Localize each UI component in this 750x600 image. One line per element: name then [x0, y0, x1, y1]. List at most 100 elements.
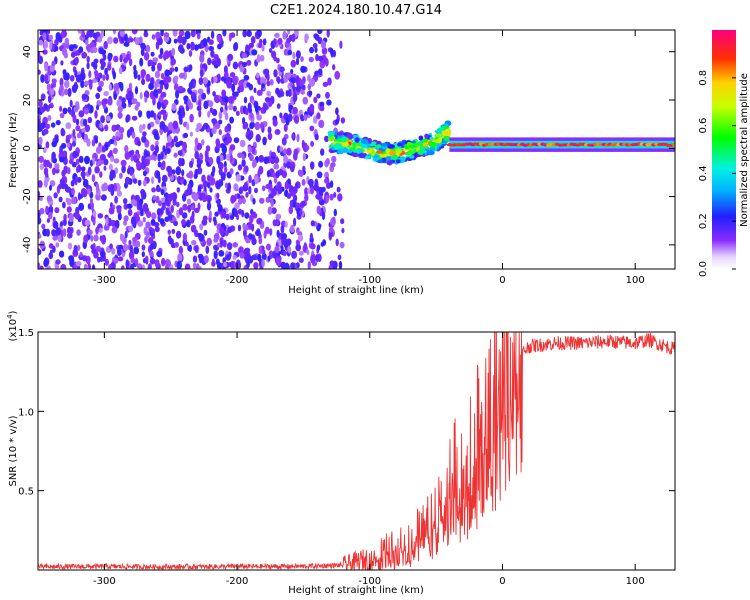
snr-y-scale-base: (x10	[8, 319, 19, 342]
spectrogram-cell	[143, 90, 150, 99]
spectrogram-cell	[202, 122, 209, 130]
spectrogram-cell	[45, 228, 50, 237]
spectrogram-cell	[92, 46, 98, 54]
spectrogram-cell	[244, 212, 250, 219]
spectrogram-cell	[255, 134, 261, 143]
spectrogram-cell	[134, 37, 140, 45]
spectrogram-cell	[286, 37, 292, 43]
spectrogram-cell	[216, 262, 222, 269]
spectrogram-cell	[410, 140, 416, 144]
spectrogram-cell	[70, 51, 76, 58]
spectrogram-cell	[61, 142, 67, 149]
spectrogram-cell	[309, 161, 315, 170]
spectrogram-cell	[76, 132, 82, 139]
spectrogram-cell	[170, 58, 176, 66]
spectrogram-cell	[111, 124, 117, 132]
spectrogram-cell	[149, 110, 155, 118]
spectrogram-cell	[230, 214, 235, 220]
spectrogram-cell	[157, 62, 162, 72]
spectrogram-cell	[74, 69, 78, 78]
spectrogram-cell	[173, 83, 179, 91]
spectrogram-cell	[99, 153, 106, 161]
spectrogram-cell	[68, 213, 74, 223]
spectrogram-cell	[112, 147, 118, 154]
spectrogram-cell	[142, 170, 147, 177]
spectrogram-cell	[139, 36, 143, 45]
spectrogram-cell	[205, 195, 212, 203]
spectrogram-cell	[277, 145, 281, 154]
spectrogram-cell	[113, 158, 120, 164]
spectrogram-cell	[164, 69, 170, 78]
spectrogram-cell	[128, 225, 134, 232]
spectrogram-cell	[176, 201, 180, 208]
spectrogram-cell	[269, 228, 273, 236]
spectrogram-cell	[292, 93, 298, 103]
spectrogram-cell	[130, 199, 137, 206]
spectrogram-cell	[165, 207, 170, 216]
spectrogram-cell	[167, 193, 173, 202]
spectrogram-cell	[196, 232, 203, 238]
spectrogram-cell	[160, 72, 165, 80]
spectrogram-cell	[82, 255, 88, 262]
spectrogram-cell	[154, 226, 160, 233]
spectrogram-cell	[173, 38, 178, 44]
spectrogram-cell	[176, 260, 182, 269]
spectrogram-cell	[49, 88, 55, 96]
spectrogram-cell	[290, 262, 296, 269]
spectrogram-cell	[294, 77, 300, 84]
spectrogram-cell	[233, 183, 239, 192]
spectrogram-cell	[40, 93, 46, 101]
spectrogram-cell	[199, 223, 204, 231]
spectrogram-cell	[281, 137, 287, 146]
spectrogram-cell	[142, 131, 147, 137]
spectrogram-cell	[66, 206, 72, 213]
spectrogram-cell	[124, 176, 131, 185]
spectrogram-cell	[40, 74, 45, 83]
spectrogram-cell	[254, 187, 258, 194]
spectrogram-cell	[389, 150, 397, 156]
spectrogram-cell	[434, 129, 441, 133]
spectrogram-cell	[234, 209, 239, 218]
spectrogram-cell	[261, 83, 266, 89]
spectrogram-cell	[185, 241, 189, 247]
spectrogram-cell	[203, 77, 208, 85]
spectrogram-cell	[103, 158, 109, 166]
spectrogram-cell	[229, 144, 236, 151]
spectrogram-cell	[203, 255, 209, 264]
spectrogram-cell	[66, 226, 72, 235]
spectrogram-cell	[101, 98, 108, 105]
spectrogram-cell	[168, 214, 173, 221]
spectrogram-cell	[98, 227, 103, 233]
spectrogram-cell	[109, 243, 113, 250]
spectrogram-cell	[81, 93, 87, 100]
spectrogram-cell	[385, 148, 391, 154]
spectrogram-cell	[120, 159, 127, 167]
spectrogram-cell	[171, 47, 176, 56]
spectrogram-cell	[233, 137, 240, 144]
spectrogram-cell	[72, 128, 76, 138]
spectrogram-cell	[86, 55, 90, 64]
spectrogram-cell	[89, 197, 93, 205]
spectrogram-cell	[44, 174, 50, 183]
spectrogram-cell	[197, 253, 204, 259]
spectrogram-cell	[327, 77, 332, 86]
spectrogram-cell	[300, 200, 306, 207]
spectrogram-cell	[251, 146, 255, 155]
spectrogram-cell	[194, 44, 199, 51]
spectrogram-cell	[239, 252, 245, 259]
spectrogram-cell	[78, 46, 84, 53]
spectrogram-cell	[275, 213, 282, 220]
spectrogram-cell	[62, 201, 66, 209]
spectrogram-cell	[265, 184, 270, 189]
spectrogram-cell	[48, 252, 54, 260]
spectrogram-cell	[156, 208, 162, 216]
spectrogram-cell	[59, 221, 64, 227]
spectrogram-cell	[287, 49, 293, 56]
spectrogram-cell	[251, 237, 257, 246]
spectrogram-cell	[252, 141, 257, 148]
spectrogram-cell	[103, 165, 107, 171]
spectrogram-cell	[249, 112, 254, 119]
spectrogram-cell	[229, 153, 233, 163]
spectrogram-cell	[224, 139, 229, 146]
spectrogram-cell	[160, 151, 164, 160]
